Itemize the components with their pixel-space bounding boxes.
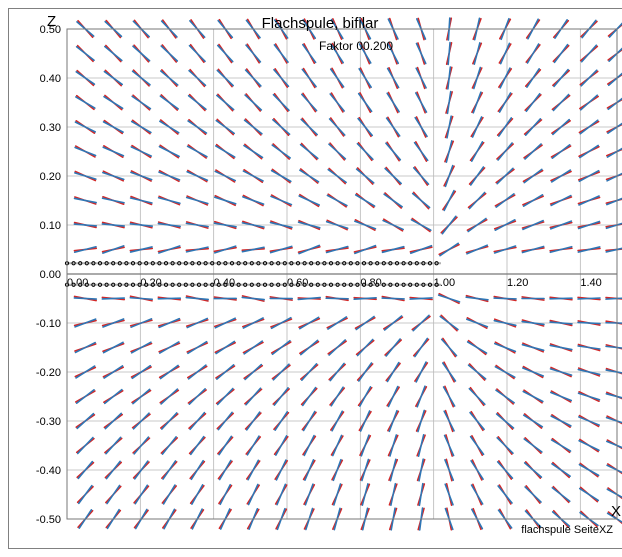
svg-text:-0.50: -0.50 <box>36 514 61 526</box>
chart-subtitle: Faktor 00.200 <box>319 39 393 53</box>
x-axis-label: X <box>611 503 621 520</box>
vector-field-chart: Flachspule, bifilar Faktor 00.200 Z X 0.… <box>8 8 622 549</box>
svg-text:0.00: 0.00 <box>67 277 88 289</box>
svg-text:0.40: 0.40 <box>40 73 61 85</box>
z-axis-label: Z <box>47 13 56 30</box>
svg-text:-0.40: -0.40 <box>36 465 61 477</box>
chart-footer: flachspule SeiteXZ <box>521 524 613 536</box>
svg-text:-0.20: -0.20 <box>36 367 61 379</box>
chart-title: Flachspule, bifilar <box>262 15 379 32</box>
svg-text:0.10: 0.10 <box>40 220 61 232</box>
svg-text:0.20: 0.20 <box>40 171 61 183</box>
svg-text:1.20: 1.20 <box>507 277 528 289</box>
svg-text:0.30: 0.30 <box>40 122 61 134</box>
svg-text:1.40: 1.40 <box>580 277 601 289</box>
svg-text:-0.30: -0.30 <box>36 416 61 428</box>
svg-text:-0.10: -0.10 <box>36 318 61 330</box>
plot-area: 0.000.200.400.600.801.001.201.40-0.50-0.… <box>9 9 622 548</box>
svg-text:0.00: 0.00 <box>40 269 61 281</box>
